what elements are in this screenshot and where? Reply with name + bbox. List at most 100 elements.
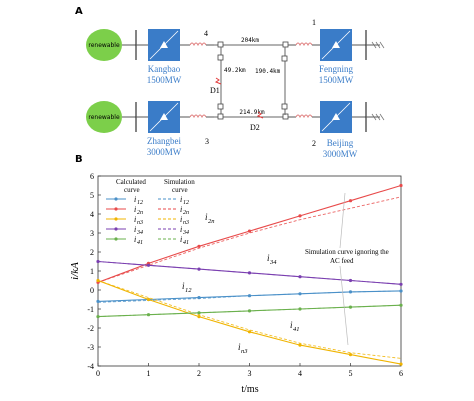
station-name-kangbao: Kangbao: [148, 64, 181, 74]
ground-symbol: [371, 41, 385, 49]
data-point-i41: [197, 311, 201, 315]
panel-b-label: B: [75, 154, 83, 165]
annotation-line-1: Simulation curve ignoring the: [305, 248, 389, 256]
data-point-i12: [247, 294, 252, 298]
y-tick-label: 2: [90, 248, 94, 257]
data-point-i41: [399, 303, 403, 307]
legend-sim-sub: 34: [182, 229, 189, 236]
y-tick-label: 0: [90, 286, 94, 295]
legend-rows: i 12 i 12i 2n i 2ni n3 i n3i 34 i 34i 41 i 41: [106, 195, 189, 246]
curve-label-sub: 12: [185, 287, 192, 294]
legend-calc-name: i: [134, 225, 136, 234]
node-4-label: 4: [204, 29, 208, 38]
renewable-label-top: renewable: [88, 42, 120, 49]
legend-calc-header-2: curve: [124, 186, 140, 194]
fault-d2-symbol: [256, 111, 264, 119]
y-tick-label: 3: [90, 229, 94, 238]
legend-calc-name: i: [134, 215, 136, 224]
y-axis-label: i/kA: [69, 262, 81, 280]
data-curves: [96, 183, 403, 366]
curve-labels: i 2ni 34i 12i 41i n3: [182, 212, 300, 355]
station-capacity-kangbao: 1500MW: [147, 75, 182, 85]
dc-network: 204km 49.2km D1 214.9km D2 190.4km: [210, 37, 289, 132]
beijing-group: 2 Beijing 3000MW: [288, 101, 385, 159]
simulation-curve-i2n: [97, 196, 402, 283]
x-tick-label: 5: [349, 369, 353, 378]
data-point-i41: [96, 315, 100, 319]
x-tick-label: 1: [147, 369, 151, 378]
legend-sim-sub: n3: [183, 220, 189, 226]
breaker: [217, 41, 224, 48]
legend-sim-name: i: [180, 225, 182, 234]
data-point-in3: [96, 278, 100, 283]
fault-d1-symbol: [214, 77, 222, 85]
curve-label-sub: 34: [269, 259, 277, 266]
station-name-beijing: Beijing: [327, 138, 354, 148]
converter-symbol: [160, 113, 168, 120]
curve-label-name: i: [238, 342, 241, 352]
simulation-curve-in3: [97, 280, 402, 359]
x-tick-label: 4: [298, 369, 302, 378]
y-tick-label: -2: [87, 324, 94, 333]
data-point-i12: [197, 296, 201, 300]
data-point-i34: [298, 275, 302, 279]
y-tick-label: 1: [90, 267, 94, 276]
data-point-in3: [247, 330, 252, 334]
curve-label-sub: 41: [293, 326, 300, 333]
kangbao-group: renewable Kangbao 1500MW 4: [86, 29, 214, 85]
curve-label-name: i: [290, 320, 293, 330]
station-name-fengning: Fengning: [319, 64, 354, 74]
legend-calc-marker: [114, 217, 118, 221]
renewable-source-top: [86, 29, 122, 61]
breaker: [281, 55, 288, 62]
legend-sim-header-2: curve: [172, 186, 188, 194]
legend-calc-sub: 34: [136, 229, 143, 236]
curve-label-name: i: [267, 253, 270, 263]
zhangbei-group: renewable Zhangbei 3000MW 3: [86, 101, 214, 157]
converter-symbol: [332, 113, 340, 120]
fault-d1-label: D1: [210, 86, 220, 95]
y-tick-label: 4: [90, 210, 94, 219]
curve-label-name: i: [182, 281, 185, 291]
legend-calc-name: i: [134, 195, 136, 204]
legend-calc-name: i: [134, 235, 136, 244]
breaker: [281, 103, 288, 110]
line-length-32: 214.9km: [239, 109, 265, 116]
x-tick-label: 0: [96, 369, 100, 378]
calculated-curve-in3: [97, 279, 402, 365]
annotation-line-2: AC feed: [330, 257, 354, 265]
node-2-label: 2: [312, 139, 316, 148]
renewable-label-bottom: renewable: [88, 114, 120, 121]
breaker: [282, 41, 289, 48]
converter-symbol: [160, 41, 168, 48]
curve-label-sub: 2n: [208, 218, 215, 225]
data-point-i2n: [399, 183, 403, 188]
station-name-zhangbei: Zhangbei: [147, 136, 181, 146]
data-point-i12: [298, 292, 302, 296]
y-tick-label: -3: [87, 343, 94, 352]
plot-frame: [97, 175, 402, 367]
fengning-group: 1 Fengning 1500MW: [288, 18, 385, 85]
fault-d2-label: D2: [250, 123, 260, 132]
line-length-41: 204km: [241, 37, 259, 44]
legend-sim-name: i: [180, 215, 182, 224]
y-tick-label: 5: [90, 191, 94, 200]
legend-calc-header-1: Calculated: [116, 178, 146, 186]
legend-sim-header-1: Simulation: [164, 178, 195, 186]
data-point-i34: [247, 271, 252, 275]
y-tick-label: -1: [87, 305, 94, 314]
smoothing-reactor: [189, 114, 207, 119]
line-length-43: 49.2km: [224, 67, 246, 74]
data-point-i34: [399, 282, 403, 286]
node-1-label: 1: [312, 18, 316, 27]
station-capacity-zhangbei: 3000MW: [147, 147, 182, 157]
data-point-i41: [146, 313, 151, 317]
data-point-i34: [96, 259, 100, 264]
legend-sim-name: i: [180, 195, 182, 204]
legend-calc-sub: 2n: [137, 210, 143, 216]
data-point-in3: [399, 362, 403, 366]
data-point-in3: [298, 343, 302, 347]
